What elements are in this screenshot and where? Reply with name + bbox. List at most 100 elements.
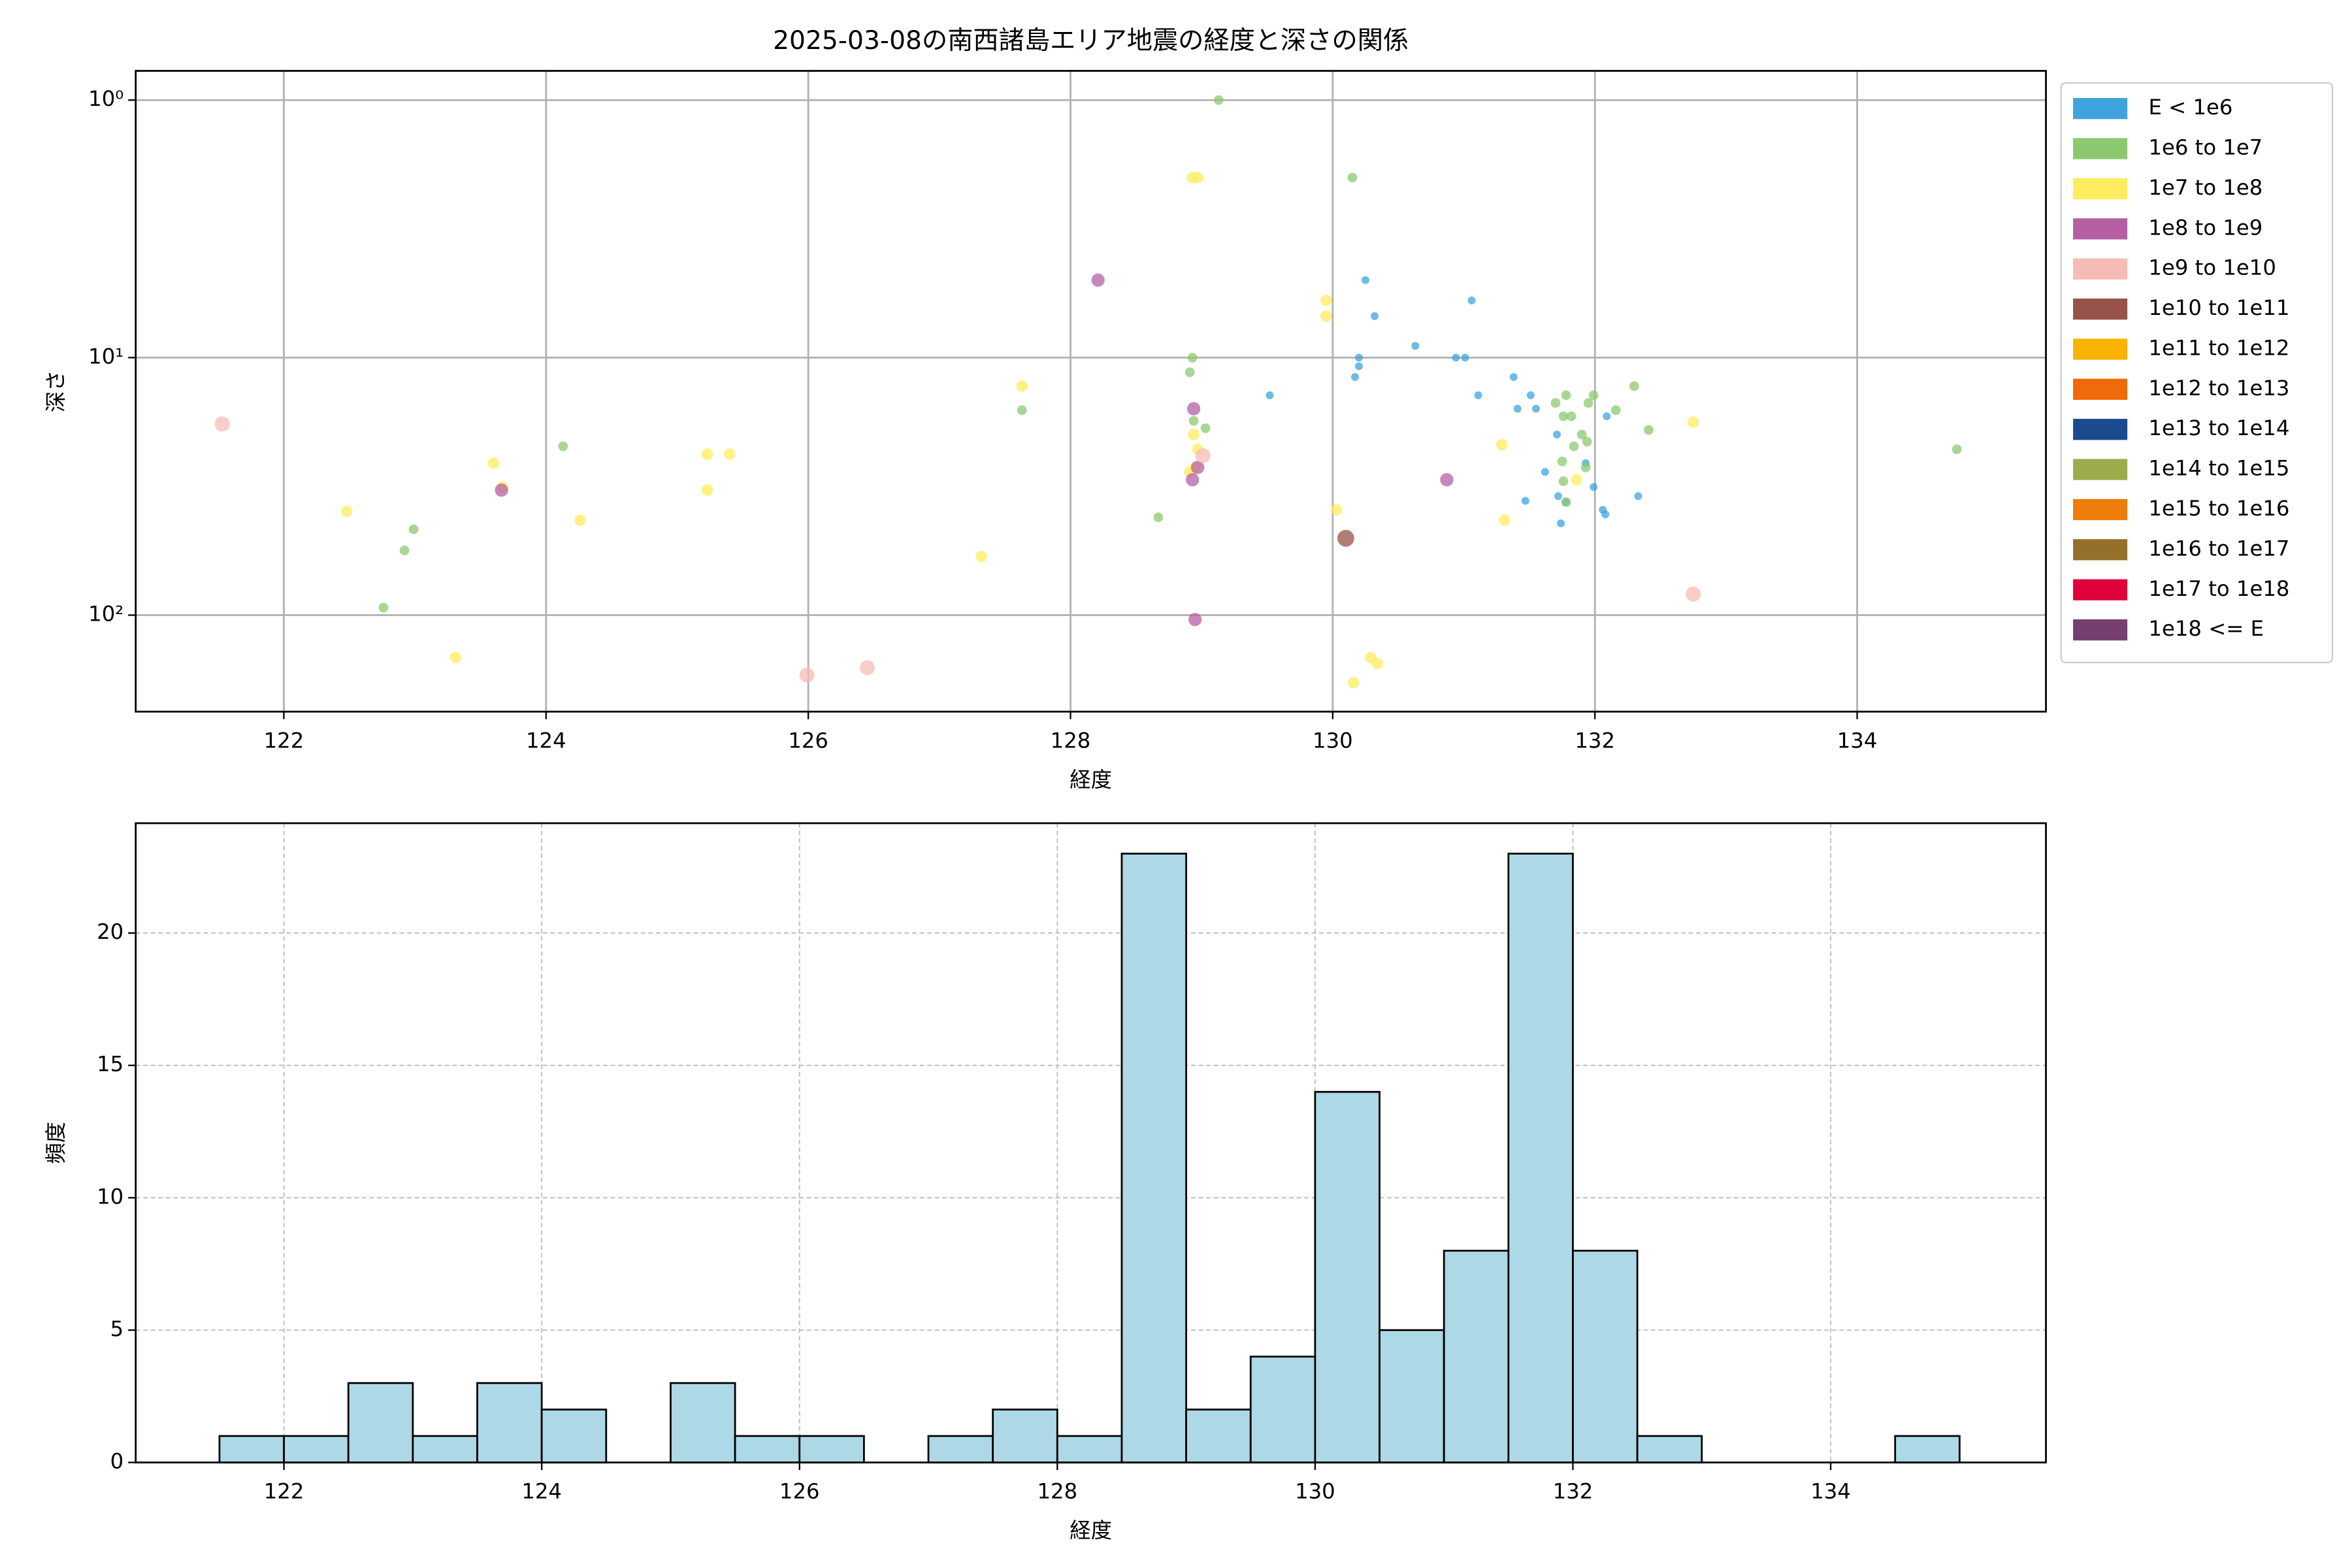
scatter-point [1553, 431, 1561, 439]
histogram-bar [540, 1409, 608, 1463]
legend-label: 1e17 to 1e18 [2148, 576, 2289, 601]
x-tick-label: 122 [264, 1479, 304, 1504]
legend-label: 1e6 to 1e7 [2148, 135, 2262, 160]
scatter-point [399, 546, 410, 555]
legend-swatch [2073, 178, 2128, 200]
legend-swatch [2073, 338, 2128, 360]
scatter-point [1186, 402, 1201, 416]
scatter-point [1354, 362, 1363, 370]
scatter-point [1634, 492, 1642, 500]
scatter-point [1687, 416, 1699, 428]
scatter-point [1580, 463, 1591, 472]
legend-label: 1e8 to 1e9 [2148, 215, 2262, 240]
histogram-bar [1249, 1356, 1316, 1463]
x-tick-label: 130 [1313, 728, 1353, 753]
legend-swatch [2073, 138, 2128, 159]
legend-swatch [2073, 218, 2128, 240]
scatter-point [1576, 429, 1587, 440]
scatter-point [1362, 276, 1370, 284]
scatter-point [1583, 398, 1593, 408]
legend-swatch [2073, 419, 2128, 440]
histogram-bar [218, 1435, 285, 1463]
y-tick-label: 20 [97, 919, 123, 944]
scatter-point [487, 457, 500, 469]
x-tick-label: 122 [264, 728, 304, 753]
scatter-point [1558, 476, 1569, 486]
y-tick-label: 10² [88, 602, 123, 627]
scatter-point [1191, 461, 1205, 474]
histogram-bar [1056, 1435, 1123, 1463]
axes-frame [135, 70, 2047, 713]
legend-swatch [2073, 459, 2128, 480]
scatter-point [1440, 473, 1454, 487]
legend-label: 1e12 to 1e13 [2148, 376, 2289, 400]
scatter-point [1184, 367, 1195, 378]
scatter-point [1557, 456, 1567, 466]
x-tick-label: 124 [521, 1479, 562, 1504]
x-tick-label: 126 [788, 728, 828, 753]
legend-swatch [2073, 579, 2128, 600]
scatter-point [1411, 342, 1420, 350]
legend-swatch [2073, 498, 2128, 521]
scatter-point [1185, 473, 1200, 487]
scatter-point [1188, 429, 1200, 440]
x-tick-label: 134 [1810, 1479, 1851, 1504]
scatter-point [1461, 353, 1469, 362]
scatter-point [1513, 404, 1522, 413]
scatter-point [1452, 353, 1460, 362]
scatter-point [1495, 438, 1508, 451]
scatter-point [341, 505, 353, 517]
scatter-point [1213, 95, 1224, 105]
scatter-point [1320, 310, 1332, 322]
scatter-point [1561, 390, 1571, 400]
scatter-point [1531, 404, 1540, 413]
scatter-point [1371, 312, 1379, 320]
legend-label: 1e14 to 1e15 [2148, 456, 2289, 481]
histogram-bar [1636, 1435, 1703, 1463]
y-axis-label: 深さ [44, 370, 69, 413]
y-axis-label: 頻度 [44, 1122, 69, 1164]
scatter-point [408, 524, 419, 534]
histogram-bar [1314, 1090, 1380, 1463]
scatter-point [723, 448, 736, 460]
histogram-bar [1572, 1249, 1639, 1463]
scatter-point [1590, 483, 1598, 491]
histogram-bar [1443, 1249, 1510, 1463]
scatter-point [1509, 373, 1518, 382]
legend-swatch [2073, 619, 2128, 641]
scatter-point [1569, 441, 1579, 451]
histogram-bar [1379, 1329, 1445, 1463]
chart-title: 2025-03-08の南西諸島エリア地震の経度と深さの関係 [773, 26, 1409, 56]
histogram-bar [1894, 1435, 1961, 1463]
legend-label: E < 1e6 [2148, 95, 2232, 120]
y-tick-label: 10 [97, 1184, 123, 1209]
scatter-point [449, 651, 462, 664]
scatter-point [701, 448, 713, 460]
histogram-bar [1120, 853, 1187, 1463]
legend-label: 1e13 to 1e14 [2148, 416, 2289, 440]
scatter-point [701, 484, 713, 496]
scatter-point [1566, 411, 1576, 421]
histogram-bar [992, 1409, 1058, 1463]
histogram-bar [1185, 1409, 1252, 1463]
legend-label: 1e10 to 1e11 [2148, 295, 2289, 320]
x-tick-label: 132 [1553, 1479, 1593, 1504]
histogram-bar [670, 1382, 736, 1463]
scatter-point [495, 483, 508, 497]
y-tick-label: 15 [97, 1052, 123, 1077]
scatter-point [1629, 381, 1639, 391]
scatter-point [1188, 613, 1202, 627]
scatter-point [1603, 412, 1611, 421]
x-tick-label: 132 [1575, 728, 1615, 753]
scatter-point [1474, 391, 1482, 399]
histogram-bar [734, 1435, 801, 1463]
scatter-point [378, 602, 389, 613]
scatter-point [1610, 405, 1621, 416]
scatter-point [1348, 677, 1360, 689]
histogram-bar [1507, 853, 1574, 1463]
legend-box [2060, 82, 2334, 664]
legend-label: 1e15 to 1e16 [2148, 496, 2289, 521]
scatter-point [1467, 296, 1476, 304]
scatter-point [1601, 510, 1610, 519]
